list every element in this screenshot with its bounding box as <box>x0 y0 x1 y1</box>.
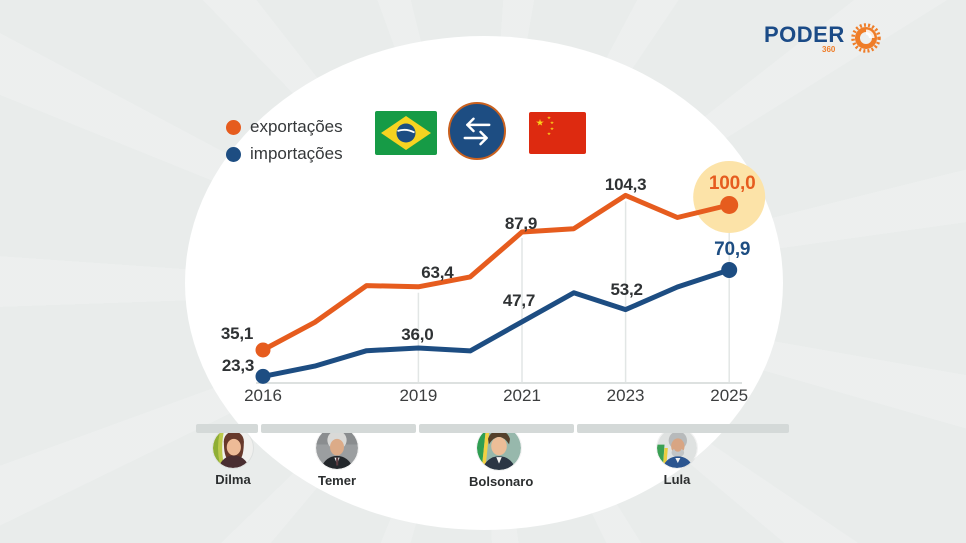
sunburst-icon <box>851 23 881 53</box>
value-label-importações-2021: 47,7 <box>502 291 536 310</box>
brazil-flag-icon <box>375 111 437 155</box>
year-tick-2025: 2025 <box>710 386 749 405</box>
term-bar-bolsonaro <box>419 424 574 433</box>
president-lula: Lula <box>647 428 707 487</box>
value-label-exportações-2023: 104,3 <box>604 175 647 194</box>
value-label-exportações-2016: 35,1 <box>220 324 254 343</box>
value-label-exportações-2025: 100,0 <box>708 173 756 194</box>
president-name: Temer <box>317 473 357 488</box>
year-tick-2016: 2016 <box>244 386 282 405</box>
legend-label-imports: importações <box>250 144 343 163</box>
president-dilma: Dilma <box>203 428 263 487</box>
avatar-temer <box>316 427 358 469</box>
value-label-importações-2016: 23,3 <box>221 356 255 375</box>
year-tick-2023: 2023 <box>606 386 645 405</box>
avatar-lula <box>657 428 697 468</box>
poder360-wordmark: PODER <box>764 22 845 47</box>
china-flag-icon <box>529 112 586 154</box>
chart-legend: exportações importações <box>226 117 343 171</box>
value-label-exportações-2019: 63,4 <box>421 263 454 282</box>
year-tick-2021: 2021 <box>503 386 541 405</box>
year-tick-2019: 2019 <box>399 386 438 405</box>
trade-exchange-icon <box>448 102 506 160</box>
legend-item-exports: exportações <box>226 117 343 137</box>
imports-dot-icon <box>226 146 241 162</box>
term-bar-lula <box>577 424 789 433</box>
exports-dot-icon <box>226 119 241 135</box>
term-bar-temer <box>261 424 416 433</box>
value-label-importações-2019: 36,0 <box>401 325 434 344</box>
president-name: Dilma <box>215 472 251 487</box>
avatar-bolsonaro <box>477 426 521 470</box>
president-name: Lula <box>663 472 691 487</box>
legend-label-exports: exportações <box>250 117 343 136</box>
value-label-importações-2025: 70,9 <box>714 239 751 260</box>
avatar-dilma <box>213 428 253 468</box>
value-label-exportações-2021: 87,9 <box>504 214 538 233</box>
president-bolsonaro: Bolsonaro <box>469 426 534 489</box>
president-temer: Temer <box>307 427 367 488</box>
poder360-logo: PODER 360 <box>764 22 883 55</box>
poder360-sub: 360 <box>822 45 836 54</box>
value-label-importações-2023: 53,2 <box>610 280 643 299</box>
term-bar-dilma <box>196 424 258 433</box>
president-name: Bolsonaro <box>469 474 534 489</box>
legend-item-imports: importações <box>226 144 343 164</box>
